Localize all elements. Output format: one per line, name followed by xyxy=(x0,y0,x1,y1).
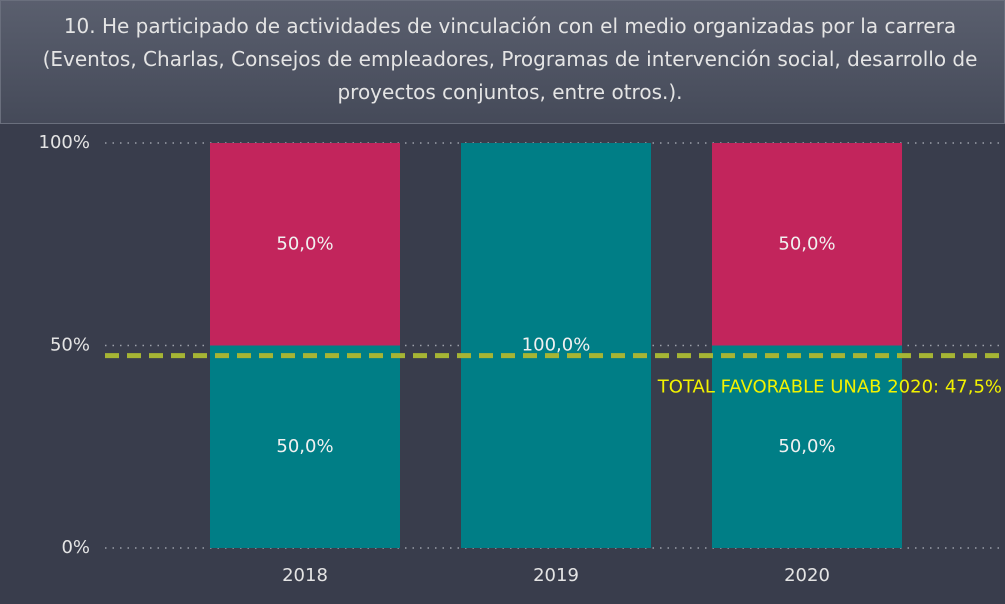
x-tick-label: 2018 xyxy=(282,565,328,586)
bar-segment xyxy=(712,143,902,346)
x-tick-label: 2020 xyxy=(784,565,830,586)
reference-label: TOTAL FAVORABLE UNAB 2020: 47,5% xyxy=(657,377,1002,398)
x-tick-label: 2019 xyxy=(533,565,579,586)
bar-segment xyxy=(210,345,400,548)
y-tick-label: 50% xyxy=(50,335,90,356)
bar-segment xyxy=(712,345,902,548)
data-label: 50,0% xyxy=(276,233,333,254)
data-label: 50,0% xyxy=(778,436,835,457)
data-label: 50,0% xyxy=(276,436,333,457)
y-tick-label: 0% xyxy=(61,537,90,558)
y-tick-label: 100% xyxy=(39,132,90,153)
data-label: 100,0% xyxy=(522,335,591,356)
bar-segment xyxy=(210,143,400,346)
data-label: 50,0% xyxy=(778,233,835,254)
title-panel xyxy=(0,0,1005,124)
chart-title: 10. He participado de actividades de vin… xyxy=(42,14,978,104)
bar-segment xyxy=(461,143,651,548)
